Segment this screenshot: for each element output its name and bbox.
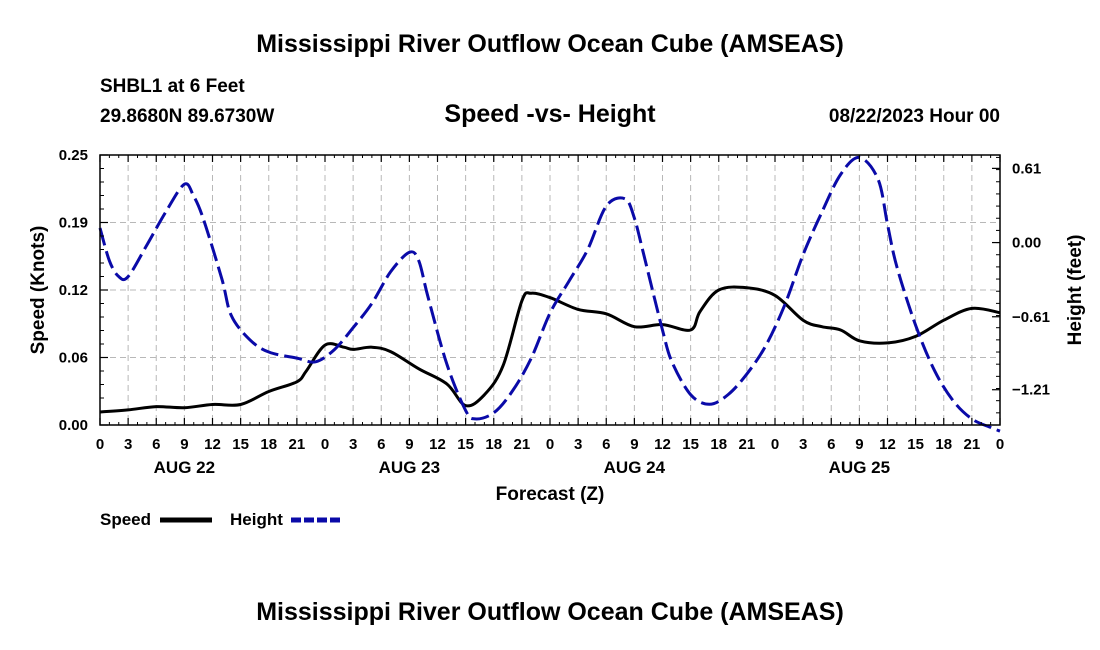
x-tick-label: 12 (879, 436, 896, 453)
x-tick-label: 6 (602, 436, 610, 453)
x-tick-label: 18 (710, 436, 727, 453)
x-tick-label: 0 (996, 436, 1004, 453)
station-coordinates: 29.8680N 89.6730W (100, 106, 275, 127)
x-tick-label: 21 (514, 436, 531, 453)
tick-labels: 0 3 6 9 12 15 18 21 0 3 6 9 12 15 18 21 0 3 6 9 12 15 18 21 0 3 6 9… (59, 147, 1050, 477)
x-tick-label: 15 (457, 436, 474, 453)
right-axis-title: Height (feet) (1065, 235, 1086, 346)
legend-speed-label: Speed (100, 510, 151, 529)
right-tick-label: −1.21 (1012, 382, 1050, 399)
x-tick-label: 3 (574, 436, 582, 453)
left-tick-label: 0.00 (59, 417, 88, 434)
x-tick-label: 6 (377, 436, 385, 453)
x-tick-label: 21 (739, 436, 756, 453)
station-label: SHBL1 at 6 Feet (100, 76, 245, 97)
right-tick-label: 0.61 (1012, 160, 1041, 177)
x-tick-label: 3 (799, 436, 807, 453)
x-tick-label: 3 (124, 436, 132, 453)
x-tick-label: 15 (232, 436, 249, 453)
x-tick-label: 9 (855, 436, 863, 453)
x-day-label: AUG 25 (829, 458, 890, 477)
legend: Speed Height (100, 510, 343, 529)
right-tick-label: −0.61 (1012, 309, 1050, 326)
x-day-label: AUG 23 (379, 458, 440, 477)
height-series-line (98, 155, 1001, 433)
x-tick-label: 18 (260, 436, 277, 453)
legend-height-label: Height (230, 510, 283, 529)
x-tick-label: 21 (289, 436, 306, 453)
x-tick-label: 12 (429, 436, 446, 453)
x-tick-label: 9 (630, 436, 638, 453)
chart-main-title: Mississippi River Outflow Ocean Cube (AM… (256, 30, 844, 58)
second-chart-title: Mississippi River Outflow Ocean Cube (AM… (256, 598, 844, 626)
x-tick-label: 15 (682, 436, 699, 453)
plot-frame (99, 154, 1001, 426)
x-tick-label: 9 (180, 436, 188, 453)
grid-lines (100, 155, 1000, 425)
x-tick-label: 6 (152, 436, 160, 453)
forecast-datetime: 08/22/2023 Hour 00 (828, 106, 1000, 127)
x-tick-label: 0 (771, 436, 779, 453)
x-tick-label: 15 (907, 436, 924, 453)
x-tick-label: 0 (96, 436, 104, 453)
x-tick-label: 9 (405, 436, 413, 453)
speed-series-line (99, 285, 1001, 414)
speed-height-chart: 0 3 6 9 12 15 18 21 0 3 6 9 12 15 18 21 0 3 6 9 12 15 18 21 0 3 6 9… (28, 147, 1086, 529)
x-tick-label: 6 (827, 436, 835, 453)
left-axis-title: Speed (Knots) (28, 226, 49, 355)
x-tick-label: 21 (964, 436, 981, 453)
x-tick-label: 18 (935, 436, 952, 453)
x-tick-label: 3 (349, 436, 357, 453)
x-tick-label: 12 (204, 436, 221, 453)
x-tick-label: 18 (485, 436, 502, 453)
left-tick-label: 0.12 (59, 282, 88, 299)
x-tick-label: 0 (321, 436, 329, 453)
series-layer (98, 155, 1001, 433)
x-tick-label: 0 (546, 436, 554, 453)
x-axis-title: Forecast (Z) (496, 484, 605, 505)
x-day-label: AUG 22 (154, 458, 215, 477)
x-tick-label: 12 (654, 436, 671, 453)
chart-subtitle: Speed -vs- Height (444, 100, 656, 128)
left-tick-label: 0.06 (59, 350, 88, 367)
axes (99, 154, 1001, 426)
left-tick-label: 0.19 (59, 215, 88, 232)
x-day-label: AUG 24 (604, 458, 666, 477)
left-tick-label: 0.25 (59, 147, 88, 164)
right-tick-label: 0.00 (1012, 235, 1041, 252)
